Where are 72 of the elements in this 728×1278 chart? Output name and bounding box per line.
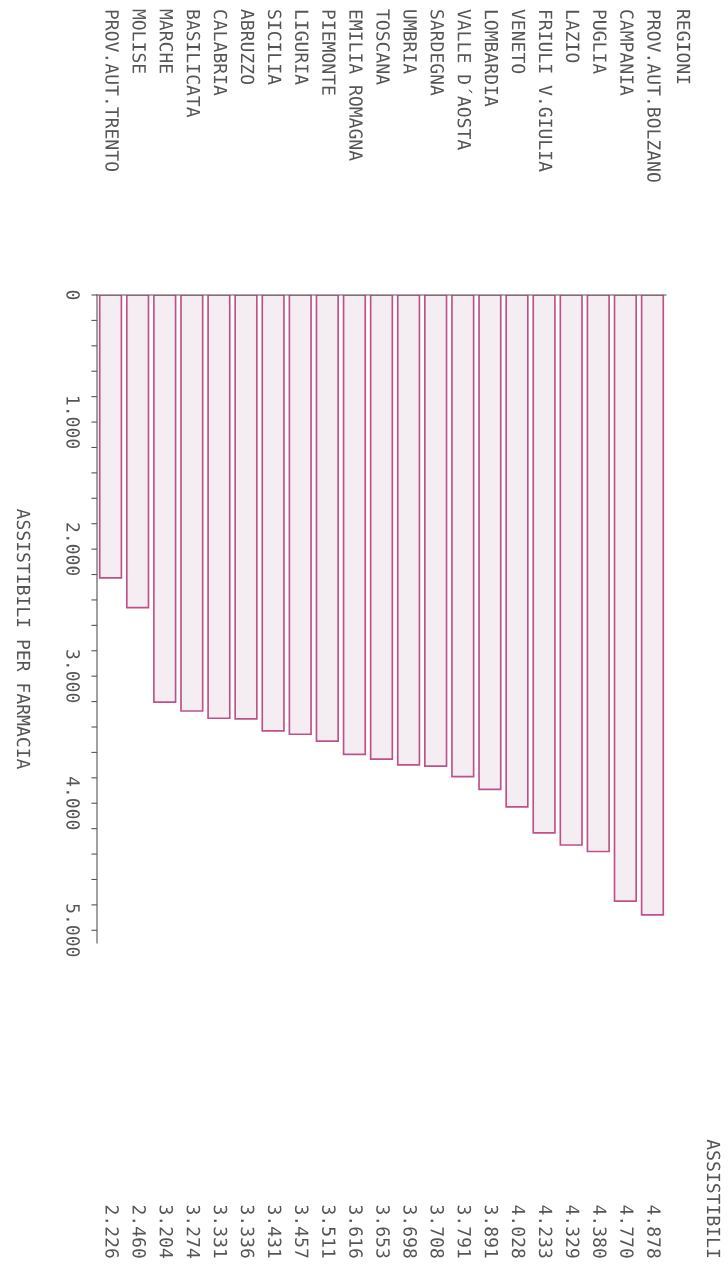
- data-label: 3.336: [240, 1205, 255, 1258]
- x-tick-label: PROV.AUT.TRENTO: [105, 10, 119, 171]
- y-axis-title: ASSISTIBILI PER FARMACIA: [16, 508, 31, 770]
- data-label: 3.204: [159, 1205, 174, 1258]
- y-tick-label: 4.000: [66, 776, 80, 830]
- bar: [369, 295, 394, 760]
- data-label: 3.457: [294, 1205, 309, 1258]
- bar: [180, 295, 204, 712]
- bar: [315, 295, 339, 742]
- bar: [640, 295, 665, 916]
- data-label: 4.878: [647, 1205, 661, 1258]
- x-tick-label: VALLE D´AOSTA: [457, 9, 473, 150]
- y-tick-label: 3.000: [66, 650, 80, 703]
- data-label: 3.431: [267, 1205, 282, 1258]
- x-tick-label: TOSCANA: [376, 9, 390, 85]
- bar: [234, 295, 258, 720]
- data-label: 4.770: [620, 1205, 634, 1258]
- bar: [98, 295, 123, 579]
- x-tick-label: PROV.AUT.BOLZANO: [647, 10, 661, 182]
- data-label: 3.791: [457, 1205, 472, 1258]
- y-tick-label: 0: [66, 290, 80, 300]
- data-label: 2.460: [132, 1205, 147, 1258]
- bar: [153, 295, 177, 703]
- bar: [125, 295, 150, 609]
- bar: [424, 295, 448, 767]
- data-label: 3.511: [322, 1205, 336, 1258]
- text: ASSISTIBILI: [706, 1139, 721, 1258]
- bar: [478, 295, 502, 791]
- data-label: 3.698: [403, 1205, 417, 1258]
- x-tick-label: MARCHE: [159, 9, 174, 74]
- x-tick-label: PIEMONTE: [322, 10, 336, 95]
- bar: [586, 295, 610, 853]
- x-tick-label: LOMBARDIA: [484, 10, 499, 107]
- x-tick-label: BASILICATA: [186, 10, 201, 118]
- data-label: 4.233: [538, 1205, 553, 1258]
- text: REGIONI: [676, 10, 691, 84]
- data-label: 3.274: [186, 1205, 201, 1258]
- bar: [532, 295, 556, 834]
- data-label: 3.653: [376, 1205, 390, 1258]
- bar: [505, 295, 529, 808]
- x-tick-label: FRIULI V.GIULIA: [538, 11, 553, 172]
- bar: [261, 295, 285, 732]
- y-tick-label: 5.000: [66, 904, 80, 957]
- y-tick-label: 1.000: [66, 397, 80, 449]
- data-label: 3.891: [484, 1205, 499, 1258]
- x-tick-label: LAZIO: [565, 10, 580, 63]
- bar: [451, 295, 475, 778]
- x-tick-label: EMILIA ROMAGNA: [349, 10, 363, 161]
- x-tick-label: LIGURIA: [294, 10, 309, 85]
- x-tick-label: UMBRIA: [403, 10, 417, 74]
- x-tick-label: PUGLIA: [592, 10, 607, 74]
- bar: [396, 295, 421, 766]
- x-tick-label: VENETO: [511, 9, 526, 74]
- data-label: 4.028: [511, 1205, 526, 1258]
- bar: [559, 295, 583, 846]
- data-label: 4.380: [592, 1205, 607, 1258]
- x-tick-label: SARDEGNA: [430, 10, 445, 96]
- bar: [288, 295, 312, 736]
- bar: [342, 295, 367, 756]
- x-tick-label: MOLISE: [132, 9, 147, 74]
- x-tick-label: CALABRIA: [213, 10, 228, 96]
- bar: [613, 295, 638, 902]
- data-label: 3.616: [349, 1205, 363, 1258]
- data-label: 4.329: [565, 1205, 580, 1258]
- y-tick-label: 2.000: [66, 523, 80, 576]
- data-label: 3.331: [213, 1205, 228, 1258]
- x-tick-label: SICILIA: [267, 10, 282, 85]
- data-label: 3.708: [430, 1205, 445, 1258]
- x-tick-label: CAMPANIA: [620, 10, 634, 96]
- data-label: 2.226: [105, 1205, 119, 1258]
- bar: [207, 295, 231, 720]
- x-tick-label: ABRUZZO: [240, 9, 255, 85]
